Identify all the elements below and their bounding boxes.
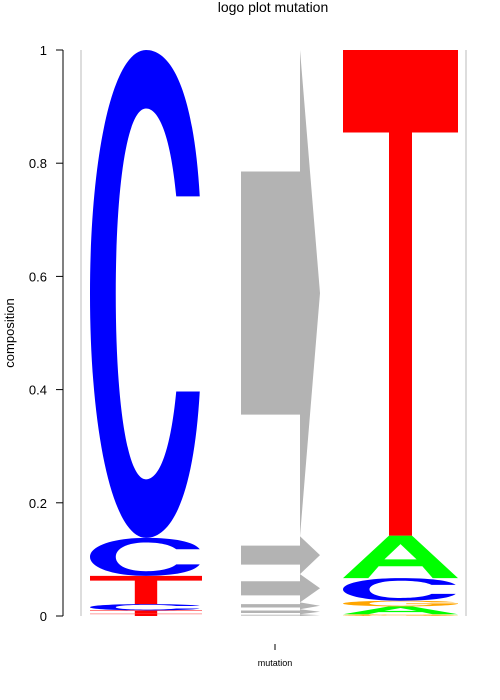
from-column bbox=[90, 50, 202, 616]
letter-c-shape bbox=[90, 604, 200, 610]
letter-t-shape bbox=[90, 610, 202, 613]
y-tick-label: 0.8 bbox=[29, 156, 47, 171]
y-tick-label: 1 bbox=[40, 43, 47, 58]
y-tick-label: 0.2 bbox=[29, 496, 47, 511]
letter-t-shape bbox=[343, 50, 458, 536]
mutation-arrow bbox=[241, 574, 320, 602]
letter-c-shape bbox=[343, 578, 456, 601]
mutation-arrows bbox=[241, 50, 320, 616]
letter-C bbox=[343, 578, 456, 601]
letter-G bbox=[343, 614, 458, 616]
mutation-arrow bbox=[241, 50, 320, 536]
letter-T bbox=[90, 614, 202, 616]
y-axis-ticks: 0 0.2 0.4 0.6 0.8 1 bbox=[29, 43, 63, 624]
letter-c-shape bbox=[90, 50, 200, 538]
letter-t-shape bbox=[90, 614, 202, 616]
letter-a-shape bbox=[343, 606, 458, 614]
letter-C bbox=[90, 604, 200, 610]
letter-T bbox=[343, 50, 458, 536]
y-tick-label: 0 bbox=[40, 609, 47, 624]
letter-g-shape bbox=[343, 601, 458, 607]
x-axis-label: mutation bbox=[258, 658, 293, 668]
letter-t-shape bbox=[90, 576, 202, 604]
mutation-arrow bbox=[241, 609, 320, 614]
mutation-arrow bbox=[241, 536, 320, 574]
letter-A bbox=[343, 536, 458, 578]
letter-T bbox=[90, 576, 202, 604]
letter-g-shape bbox=[343, 614, 458, 616]
letter-T bbox=[90, 610, 202, 613]
letter-A bbox=[343, 606, 458, 614]
letter-a-shape bbox=[343, 536, 458, 578]
letter-G bbox=[343, 601, 458, 607]
y-tick-label: 0.6 bbox=[29, 269, 47, 284]
mutation-arrow bbox=[241, 614, 320, 616]
to-column bbox=[343, 50, 458, 616]
chart-title: logo plot mutation bbox=[218, 0, 329, 15]
mutation-arrow bbox=[241, 602, 320, 609]
letter-C bbox=[90, 538, 200, 576]
y-axis-label: composition bbox=[2, 298, 17, 367]
letter-c-shape bbox=[90, 538, 200, 576]
y-tick-label: 0.4 bbox=[29, 383, 47, 398]
letter-C bbox=[90, 50, 200, 538]
